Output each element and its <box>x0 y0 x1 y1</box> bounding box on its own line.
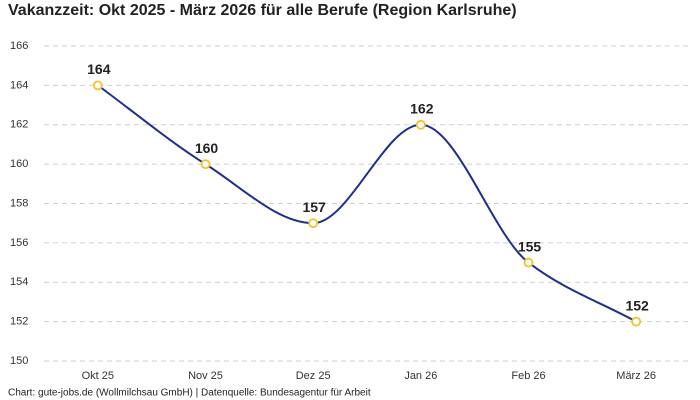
point <box>308 218 319 229</box>
point <box>92 80 103 91</box>
x-tick-label: Okt 25 <box>82 370 114 382</box>
x-tick-label: Feb 26 <box>511 370 545 382</box>
footer: Chart: gute-jobs.de (Wollmilchsau GmbH) … <box>8 388 371 399</box>
x-tick-label: Nov 25 <box>188 370 223 382</box>
y-tick-label: 166 <box>10 40 28 52</box>
point <box>523 257 534 268</box>
y-tick-label: 154 <box>10 276 28 288</box>
y-tick-label: 162 <box>10 119 28 131</box>
y-tick-label: 160 <box>10 158 28 170</box>
data-label: 164 <box>87 61 111 77</box>
y-tick-label: 152 <box>10 316 28 328</box>
data-label: 152 <box>625 297 649 313</box>
point <box>631 316 642 327</box>
x-tick-label: Dez 25 <box>296 370 331 382</box>
y-tick-label: 150 <box>10 355 28 367</box>
y-tick-label: 164 <box>10 79 28 91</box>
x-tick-label: Jan 26 <box>404 370 437 382</box>
line <box>97 84 637 323</box>
data-label: 162 <box>410 100 434 116</box>
point <box>415 119 426 130</box>
x-tick-label: März 26 <box>616 370 656 382</box>
data-label: 160 <box>195 140 219 156</box>
y-tick-label: 158 <box>10 197 28 209</box>
data-label: 155 <box>518 238 542 254</box>
point <box>200 159 211 170</box>
chart-title: Vakanzzeit: Okt 2025 - März 2026 für all… <box>8 2 517 19</box>
data-label: 157 <box>302 199 326 215</box>
y-tick-label: 156 <box>10 237 28 249</box>
